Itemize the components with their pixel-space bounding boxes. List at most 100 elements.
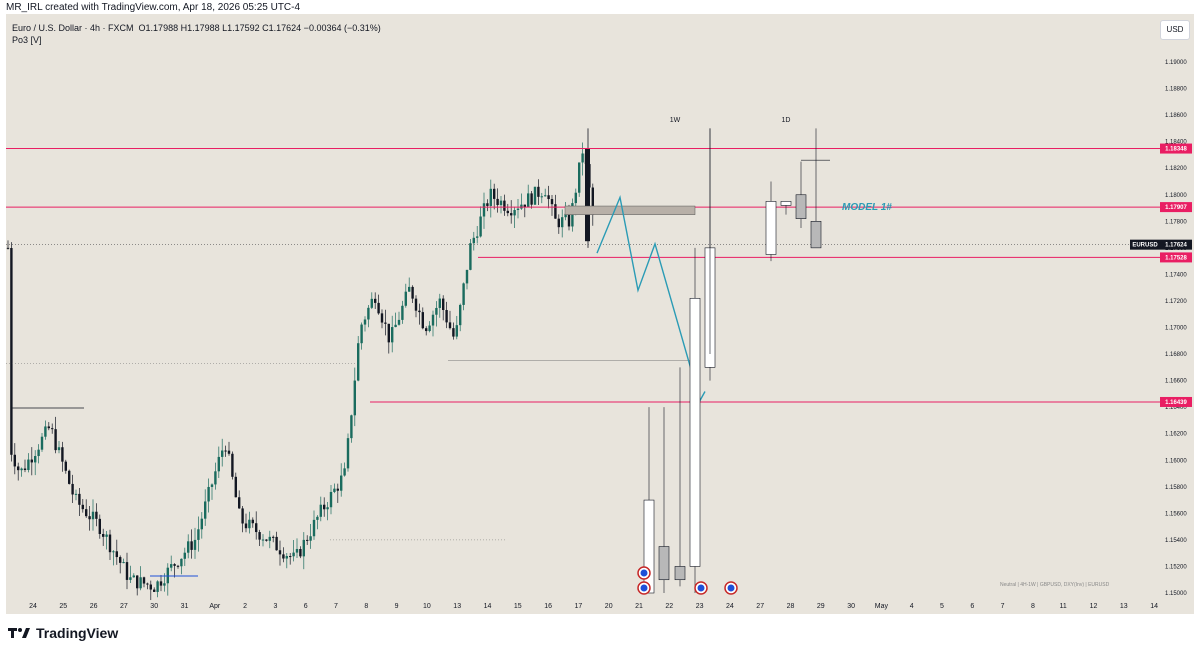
candle-body xyxy=(459,304,462,326)
candle-body xyxy=(95,511,98,519)
daily-candle-body xyxy=(780,201,792,206)
candle-body xyxy=(292,552,295,557)
economic-event-icon-inner xyxy=(640,569,648,577)
y-tick-label: 1.15200 xyxy=(1165,564,1187,570)
candle-body xyxy=(350,415,353,439)
candle-body xyxy=(88,516,91,520)
x-tick-label: 8 xyxy=(364,603,368,610)
candle-body xyxy=(408,286,411,292)
weekly-candle-body xyxy=(658,546,670,581)
y-tick-label: 1.15600 xyxy=(1165,511,1187,517)
price-level-tag-label: 1.18348 xyxy=(1165,147,1187,153)
y-tick-label: 1.18600 xyxy=(1165,113,1187,119)
y-tick-label: 1.17000 xyxy=(1165,326,1187,332)
candle-body xyxy=(231,453,234,477)
y-tick-label: 1.16400 xyxy=(1165,405,1187,411)
candle-body xyxy=(489,188,492,206)
tradingview-logo[interactable]: TradingView xyxy=(8,625,118,641)
economic-event-icon-inner xyxy=(640,584,648,592)
candle-body xyxy=(404,291,407,306)
weekly-candle-body xyxy=(674,566,686,581)
candle-body xyxy=(469,243,472,270)
candle-body xyxy=(581,153,584,163)
candle-body xyxy=(360,324,363,344)
indicator-legend[interactable]: Po3 [V] xyxy=(12,35,42,45)
daily-projection-label: 1D xyxy=(782,117,791,124)
candle-body xyxy=(486,203,489,206)
y-tick-label: 1.19000 xyxy=(1165,60,1187,66)
candle-body xyxy=(329,491,333,508)
candle-body xyxy=(435,307,438,315)
price-level-tag-bg xyxy=(1160,396,1192,407)
y-tick-label: 1.16800 xyxy=(1165,352,1187,358)
x-tick-label: 12 xyxy=(1090,603,1098,610)
candle-body xyxy=(71,483,74,495)
candle-body xyxy=(319,504,322,517)
candle-body xyxy=(81,504,84,510)
candle-body xyxy=(142,577,146,584)
candle-body xyxy=(289,556,292,558)
candle-body xyxy=(506,210,509,214)
x-tick-label: 3 xyxy=(273,603,277,610)
candle-body xyxy=(363,319,367,325)
x-tick-label: 28 xyxy=(787,603,795,610)
symbol-tag-bg xyxy=(1130,239,1160,250)
candle-body xyxy=(234,476,237,498)
candle-body xyxy=(591,187,594,216)
candle-body xyxy=(547,195,550,200)
candle-body xyxy=(380,313,384,323)
x-tick-label: 24 xyxy=(726,603,734,610)
x-tick-label: May xyxy=(875,603,889,610)
candle-body xyxy=(306,539,309,541)
candle-body xyxy=(115,551,118,558)
price-level-tag-bg xyxy=(1160,252,1192,263)
candle-body xyxy=(431,314,435,326)
candle-body xyxy=(479,216,482,237)
y-tick-label: 1.15800 xyxy=(1165,485,1187,491)
currency-button[interactable]: USD xyxy=(1160,20,1190,40)
x-tick-label: 30 xyxy=(847,603,855,610)
candle-body xyxy=(316,516,319,520)
candle-body xyxy=(309,536,312,541)
candle-body xyxy=(238,497,241,509)
candle-body xyxy=(210,484,214,487)
weekly-candle-body xyxy=(689,297,701,567)
candle-body xyxy=(326,507,329,510)
candle-body xyxy=(533,186,537,205)
candle-body xyxy=(217,456,220,472)
symbol-legend: Euro / U.S. Dollar · 4h · FXCM O1.17988 … xyxy=(12,23,381,33)
candle-body xyxy=(299,548,302,557)
candle-body xyxy=(550,199,554,205)
candle-body xyxy=(278,550,282,555)
x-tick-label: 6 xyxy=(970,603,974,610)
candle-body xyxy=(537,186,540,197)
candle-body xyxy=(170,564,173,568)
candle-body xyxy=(448,322,452,329)
candle-body xyxy=(54,429,57,451)
x-tick-label: 17 xyxy=(575,603,583,610)
last-price-bg xyxy=(1160,239,1192,250)
daily-candle-body xyxy=(795,194,807,219)
candle-body xyxy=(153,589,156,592)
x-tick-label: 25 xyxy=(59,603,67,610)
candle-body xyxy=(108,534,112,553)
candle-body xyxy=(176,565,180,567)
history-candles xyxy=(6,142,594,601)
x-tick-label: 31 xyxy=(181,603,189,610)
candle-body xyxy=(204,501,207,519)
candle-body xyxy=(163,583,166,586)
tradingview-logo-icon xyxy=(8,628,30,638)
candle-body xyxy=(462,283,465,305)
candle-body xyxy=(248,519,251,529)
candle-body xyxy=(391,327,394,343)
x-tick-label: Apr xyxy=(209,603,221,610)
creator-line: MR_IRL created with TradingView.com, Apr… xyxy=(6,2,301,13)
x-tick-label: 30 xyxy=(150,603,158,610)
candle-body xyxy=(564,213,567,218)
candle-body xyxy=(476,236,479,238)
candle-body xyxy=(323,504,326,510)
candle-body xyxy=(129,577,132,580)
candle-body xyxy=(23,468,27,471)
candle-body xyxy=(139,577,142,589)
